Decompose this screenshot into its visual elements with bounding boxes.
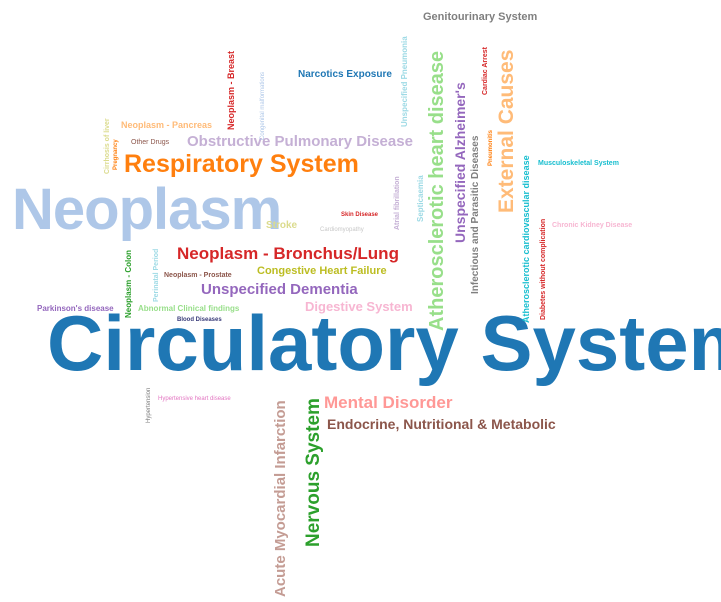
word-neoplasm-bronchus-lung: Neoplasm - Bronchus/Lung	[177, 244, 399, 263]
word-narcotics-exposure: Narcotics Exposure	[298, 69, 392, 80]
word-obstructive-pulmonary-disease: Obstructive Pulmonary Disease	[187, 133, 413, 150]
word-genitourinary-system: Genitourinary System	[423, 11, 538, 23]
word-unspecified-alzheimers: Unspecified Alzheimer's	[452, 82, 468, 243]
word-acute-myocardial-infarction: Acute Myocardial Infarction	[272, 400, 289, 597]
word-skin-disease: Skin Disease	[341, 212, 379, 218]
word-chronic-kidney-disease: Chronic Kidney Disease	[552, 222, 633, 229]
word-perinatal-period: Perinatal Period	[153, 248, 160, 302]
word-hypertension: Hypertension	[146, 387, 152, 423]
word-neoplasm-breast: Neoplasm - Breast	[226, 50, 236, 130]
word-unspecified-dementia: Unspecified Dementia	[201, 281, 358, 298]
word-musculoskeletal-system: Musculoskeletal System	[538, 160, 619, 167]
word-unspecified-pneumonia: Unspecified Pneumonia	[400, 36, 409, 127]
word-blood-diseases: Blood Diseases	[177, 317, 222, 323]
word-cardiac-arrest: Cardiac Arrest	[482, 47, 489, 95]
word-atherosclerotic-heart-disease: Atherosclerotic heart disease	[426, 50, 448, 331]
word-congestive-heart-failure: Congestive Heart Failure	[257, 265, 387, 277]
word-stroke: Stroke	[266, 220, 298, 231]
word-digestive-system: Digestive System	[305, 299, 413, 314]
word-atrial-fibrillation: Atrial fibrillation	[394, 176, 401, 230]
word-pregnancy: Pregnancy	[113, 139, 119, 170]
word-septicaemia: Septicaemia	[416, 175, 425, 222]
word-abnormal-clinical-findings: Abnormal Clinical findings	[138, 304, 240, 313]
word-neoplasm-colon: Neoplasm - Colon	[124, 249, 133, 318]
word-pneumonitis: Pneumonitis	[488, 129, 494, 166]
word-neoplasm-prostate: Neoplasm - Prostate	[164, 272, 232, 279]
word-neoplasm: Neoplasm	[12, 177, 282, 242]
word-neoplasm-pancreas: Neoplasm - Pancreas	[121, 120, 213, 130]
word-external-causes: External Causes	[495, 49, 518, 213]
word-mental-disorder: Mental Disorder	[324, 393, 453, 412]
word-cirrhosis-of-liver: Cirrhosis of liver	[104, 118, 111, 174]
word-congenital-malformations: Congenital malformations	[260, 71, 266, 140]
word-parkinsons-disease: Parkinson's disease	[37, 304, 114, 313]
word-endocrine-nutritional-metabolic: Endocrine, Nutritional & Metabolic	[327, 416, 556, 432]
word-nervous-system: Nervous System	[303, 398, 324, 547]
word-diabetes-without-complication: Diabetes without complication	[540, 218, 547, 320]
word-cardiomyopathy: Cardiomyopathy	[320, 227, 364, 233]
word-other-drugs: Other Drugs	[131, 139, 170, 146]
word-circulatory-system: Circulatory System	[47, 299, 721, 387]
word-hypertensive-heart-disease: Hypertensive heart disease	[158, 396, 231, 402]
word-infectious-parasitic-diseases: Infectious and Parasitic Diseases	[470, 135, 481, 294]
word-respiratory-system: Respiratory System	[124, 150, 359, 178]
word-atherosclerotic-cardiovascular-disease: Atherosclerotic cardiovascular disease	[521, 155, 531, 323]
